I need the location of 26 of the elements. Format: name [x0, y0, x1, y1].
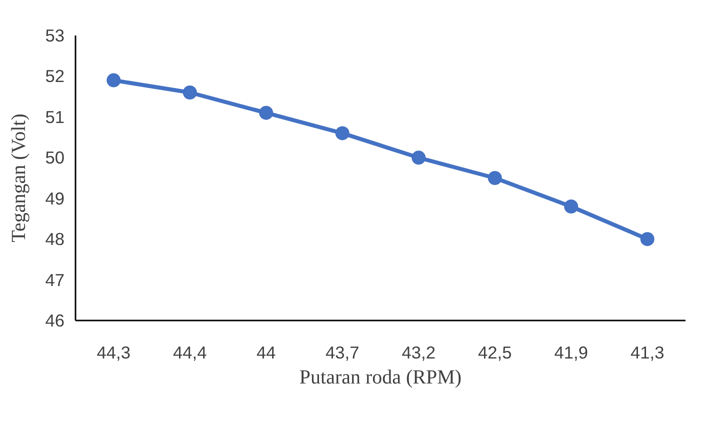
x-tick-label: 44,3 — [96, 342, 130, 362]
x-tick-label: 41,9 — [554, 342, 588, 362]
point — [106, 73, 121, 88]
point — [182, 86, 197, 100]
x-tick-label: 41,3 — [630, 342, 664, 362]
point — [259, 106, 274, 120]
y-tick-label: 50 — [45, 148, 65, 168]
y-tick-label: 53 — [45, 26, 65, 46]
y-tick-label: 48 — [45, 229, 65, 250]
x-tick-label: 44,4 — [173, 342, 208, 362]
x-axis-title: Putaran roda (RPM) — [299, 366, 462, 388]
x-tick-label: 42,5 — [478, 342, 512, 362]
y-axis-title: Tegangan (Volt) — [8, 114, 30, 242]
y-tick-label: 47 — [45, 270, 65, 290]
point — [412, 150, 426, 165]
x-tick-label: 43,7 — [326, 342, 360, 362]
y-tick-label: 46 — [45, 310, 65, 330]
x-tick-label: 44 — [256, 342, 276, 362]
point — [335, 126, 350, 140]
point — [564, 200, 578, 214]
y-tick-label: 49 — [45, 188, 65, 208]
point — [488, 171, 502, 185]
point — [640, 232, 654, 246]
y-tick-label: 52 — [45, 66, 65, 86]
y-tick-label: 51 — [45, 106, 65, 127]
x-tick-label: 43,2 — [402, 342, 436, 362]
